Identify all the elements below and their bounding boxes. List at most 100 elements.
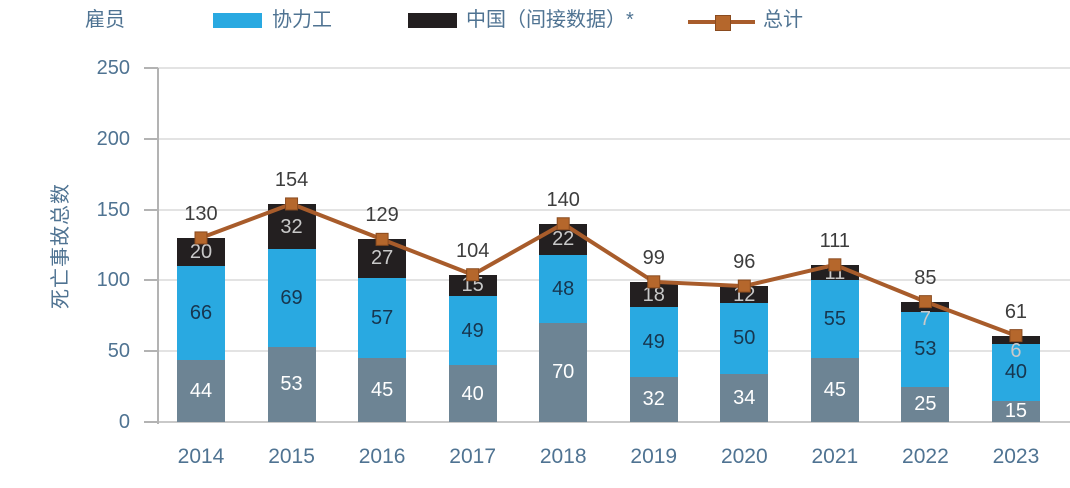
- bar-segment-label: 40: [461, 382, 484, 405]
- total-label: 111: [819, 229, 851, 252]
- bar-segment-employees: [448, 365, 497, 422]
- total-marker-icon: [647, 275, 661, 289]
- bar-segment-contractors: [358, 277, 407, 359]
- bar-segment-employees: [358, 358, 407, 422]
- y-axis-tick: [144, 350, 158, 353]
- total-marker-icon: [556, 217, 570, 231]
- bar-segment-contractors: [267, 249, 316, 347]
- bar-segment-label: 18: [642, 283, 665, 306]
- bar-segment-label: 45: [823, 379, 846, 402]
- x-tick-label: 2021: [811, 445, 859, 468]
- bar-segment-employees: [901, 386, 950, 422]
- total-marker-icon: [1009, 329, 1023, 343]
- total-line-swatch: [688, 15, 755, 31]
- gridline: [157, 350, 1070, 353]
- bar-segment-employees: [177, 359, 225, 422]
- bar-segment-contractors: [901, 311, 950, 387]
- bar-segment-label: 45: [370, 379, 394, 402]
- total-label: 140: [546, 188, 580, 211]
- total-marker-icon: [737, 279, 751, 293]
- bar-segment-label: 7: [919, 307, 931, 330]
- total-marker-icon: [918, 295, 932, 309]
- contractors-swatch: [213, 13, 262, 28]
- bar-segment-employees: [629, 376, 678, 422]
- gridline: [157, 279, 1070, 282]
- bar-segment-contractors: [810, 280, 859, 359]
- bar-segment-label: 53: [914, 338, 937, 361]
- bar-segment-contractors: [629, 307, 678, 377]
- x-tick-label: 2019: [630, 445, 678, 468]
- legend-label-employees: 雇员: [85, 9, 125, 31]
- x-tick-label: 2015: [268, 445, 315, 468]
- y-tick-label: 250: [96, 57, 130, 79]
- total-label: 154: [274, 168, 309, 191]
- bar-segment-label: 48: [552, 277, 575, 300]
- gridline: [157, 67, 1070, 69]
- bar-segment-label: 34: [733, 386, 756, 409]
- bar-segment-label: 32: [642, 388, 665, 411]
- gridline: [157, 421, 1070, 423]
- total-label: 104: [455, 239, 490, 262]
- x-tick-label: 2020: [720, 445, 768, 468]
- gridline: [157, 208, 1070, 211]
- legend-label-total: 总计: [763, 9, 803, 31]
- total-label: 85: [914, 266, 937, 289]
- bar-segment-label: 6: [1010, 340, 1022, 363]
- legend-label-china-indirect: 中国（间接数据）*: [466, 9, 634, 31]
- x-tick-label: 2022: [902, 445, 949, 468]
- bar-segment-label: 55: [823, 308, 846, 331]
- bar-segment-employees: [991, 400, 1040, 422]
- x-tick-label: 2016: [358, 445, 406, 468]
- total-label: 130: [184, 202, 218, 225]
- bar-segment-employees: [539, 322, 588, 422]
- total-line-marker-icon: [715, 15, 731, 31]
- bar-segment-label: 57: [370, 306, 394, 329]
- bar-segment-label: 44: [189, 379, 213, 402]
- bar-segment-label: 49: [642, 330, 665, 353]
- gridline: [157, 137, 1070, 140]
- bar-segment-contractors: [720, 303, 769, 374]
- bar-segment-label: 66: [189, 301, 213, 324]
- x-tick-label: 2014: [177, 445, 225, 468]
- total-marker-icon: [828, 258, 842, 272]
- total-marker-icon: [285, 197, 299, 211]
- legend-label-contractors: 协力工: [272, 9, 332, 31]
- bar-segment-label: 49: [461, 319, 484, 342]
- bar-segment-label: 50: [733, 327, 756, 350]
- bar-segment-label: 15: [1004, 400, 1028, 423]
- bar-segment-employees: [810, 358, 859, 422]
- total-marker-icon: [194, 231, 208, 245]
- total-label: 99: [642, 246, 665, 269]
- total-label: 61: [1004, 300, 1028, 323]
- bar-segment-contractors: [448, 295, 497, 366]
- bar-segment-label: 70: [552, 361, 575, 384]
- y-axis-tick: [144, 137, 158, 140]
- y-axis-tick: [144, 279, 158, 282]
- bar-segment-label: 25: [914, 393, 937, 416]
- bar-segment-contractors: [177, 266, 225, 360]
- bar-segment-label: 22: [552, 228, 575, 251]
- bar-segment-label: 53: [280, 373, 303, 396]
- total-label: 96: [733, 251, 756, 274]
- x-tick-label: 2023: [992, 445, 1040, 468]
- y-tick-label: 50: [107, 340, 130, 363]
- y-axis-line: [157, 68, 159, 424]
- bar-segment-employees: [720, 373, 769, 422]
- y-axis-tick: [144, 208, 158, 211]
- bar-segment-contractors: [991, 344, 1040, 401]
- bar-segment-china-indirect-data: [448, 274, 497, 296]
- bar-segment-label: 20: [189, 241, 213, 264]
- bar-segment-label: 40: [1004, 361, 1028, 384]
- y-tick-label: 0: [118, 411, 130, 433]
- china-indirect-swatch: [408, 13, 457, 28]
- bar-segment-employees: [267, 346, 316, 422]
- total-marker-icon: [466, 268, 480, 282]
- y-tick-label: 100: [96, 269, 130, 292]
- total-label: 129: [365, 204, 399, 227]
- x-tick-label: 2018: [539, 445, 587, 468]
- x-tick-label: 2017: [449, 445, 496, 468]
- total-marker-icon: [375, 232, 389, 246]
